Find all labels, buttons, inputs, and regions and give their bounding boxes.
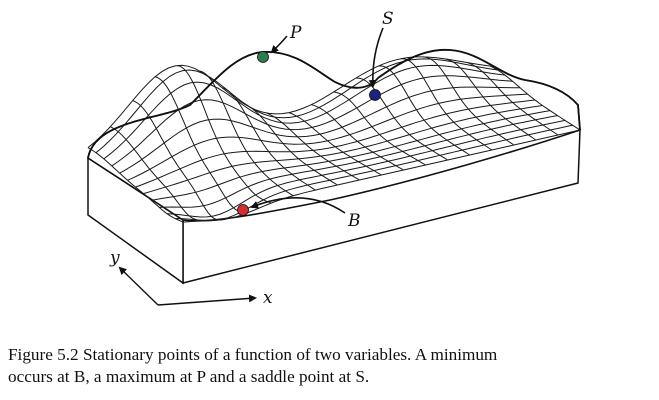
caption-line-1: Figure 5.2 Stationary points of a functi…: [8, 345, 498, 364]
x-axis-label: x: [263, 288, 273, 308]
mesh-line-v: [127, 93, 528, 181]
maximum-point-p: [257, 51, 269, 63]
mesh-line-v: [182, 129, 581, 223]
surface-edge: [87, 49, 581, 159]
x-axis-arrow: [157, 294, 257, 306]
minimum-point-b: [237, 204, 249, 216]
mesh-line-v: [95, 58, 498, 154]
mesh-line-v: [119, 86, 520, 174]
arrow-to-p: [270, 35, 288, 54]
mesh-line-v: [135, 99, 536, 188]
label-b: B: [347, 211, 361, 231]
label-s: S: [382, 9, 394, 29]
mesh-line-v: [143, 105, 543, 195]
y-axis-label: y: [109, 248, 120, 268]
mesh-line-v: [151, 110, 551, 201]
arrow-to-s: [368, 27, 384, 88]
caption-line-2: occurs at B, a maximum at P and a saddle…: [8, 367, 370, 386]
saddle-point-s: [369, 89, 381, 101]
surface-mesh: [87, 56, 581, 223]
mesh-line-v: [159, 115, 558, 208]
mesh-line-v: [103, 64, 506, 160]
figure-caption: Figure 5.2 Stationary points of a functi…: [8, 344, 656, 388]
y-axis-arrow: [118, 266, 159, 306]
mesh-line-v: [87, 56, 491, 148]
label-p: P: [289, 23, 302, 43]
arrow-to-b: [250, 196, 346, 214]
surface-figure: P S B x y: [87, 9, 581, 308]
mesh-line-v: [167, 119, 566, 218]
